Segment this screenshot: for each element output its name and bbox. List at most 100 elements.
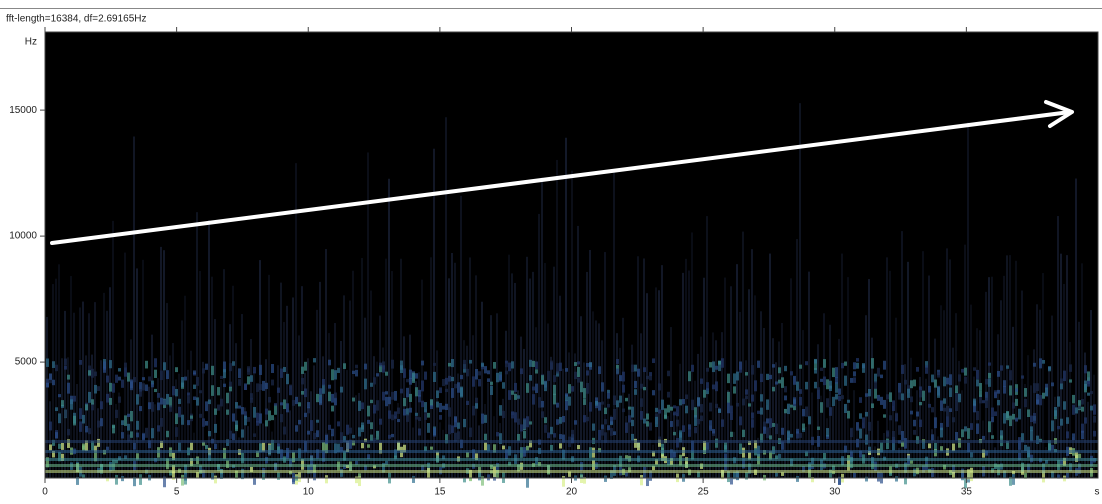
texture-blob xyxy=(511,361,514,369)
texture-blob xyxy=(316,449,319,459)
texture-blob xyxy=(385,391,388,395)
texture-streak xyxy=(466,345,468,478)
texture-blob xyxy=(679,399,682,406)
texture-blob xyxy=(166,370,169,380)
texture-streak xyxy=(997,334,999,478)
texture-streak xyxy=(490,315,492,478)
texture-blob xyxy=(382,391,385,401)
texture-blob xyxy=(757,410,760,414)
texture-blob xyxy=(400,388,403,394)
texture-blob xyxy=(235,402,238,409)
texture-band xyxy=(45,470,1098,473)
texture-blob xyxy=(1039,395,1042,406)
texture-blob xyxy=(760,433,763,443)
texture-streak xyxy=(250,339,252,478)
texture-streak xyxy=(337,444,339,478)
texture-blob xyxy=(925,361,928,368)
texture-blob xyxy=(814,358,817,364)
texture-blob xyxy=(1015,417,1018,422)
texture-blob xyxy=(199,413,202,418)
texture-streak xyxy=(709,430,711,478)
texture-blob xyxy=(484,414,487,423)
texture-blob xyxy=(94,451,97,462)
texture-blob xyxy=(835,382,838,393)
texture-streak xyxy=(172,343,174,478)
texture-streak xyxy=(166,303,168,478)
texture-blob xyxy=(334,443,337,454)
texture-blob xyxy=(565,393,568,397)
texture-blob xyxy=(775,381,778,385)
texture-streak xyxy=(70,276,72,478)
texture-blob xyxy=(121,432,124,439)
texture-blob xyxy=(805,451,808,457)
texture-blob xyxy=(124,367,127,377)
texture-blob xyxy=(289,385,292,396)
texture-blob xyxy=(1009,415,1012,427)
texture-blob xyxy=(745,389,748,395)
texture-blob xyxy=(898,382,901,393)
texture-blob xyxy=(253,407,256,418)
texture-blob xyxy=(661,399,664,410)
texture-blob xyxy=(280,402,283,406)
texture-blob xyxy=(1078,405,1081,410)
texture-streak xyxy=(169,355,171,478)
texture-blob xyxy=(1003,413,1006,424)
texture-blob xyxy=(55,407,58,412)
texture-streak xyxy=(1000,300,1002,478)
texture-blob xyxy=(406,387,409,398)
texture-blob xyxy=(490,464,493,470)
texture-blob xyxy=(637,368,640,377)
texture-streak xyxy=(538,213,540,478)
texture-streak xyxy=(745,360,747,478)
texture-blob xyxy=(271,415,274,421)
texture-blob xyxy=(826,428,829,437)
texture-blob xyxy=(139,382,142,392)
texture-blob xyxy=(697,471,700,478)
texture-blob xyxy=(148,376,151,382)
texture-streak xyxy=(1066,255,1068,478)
texture-blob xyxy=(745,395,748,400)
texture-blob xyxy=(160,418,163,427)
texture-blob xyxy=(652,451,655,457)
texture-blob xyxy=(58,443,61,449)
texture-blob xyxy=(583,415,586,423)
texture-blob xyxy=(283,426,286,435)
texture-blob xyxy=(673,451,676,458)
texture-blob xyxy=(325,475,328,484)
texture-streak xyxy=(574,353,576,478)
texture-blob xyxy=(541,400,544,408)
texture-blob xyxy=(901,393,904,401)
texture-blob xyxy=(535,361,538,369)
x-tick-label: 0 xyxy=(42,487,48,498)
texture-blob xyxy=(766,427,769,439)
texture-blob xyxy=(106,375,109,383)
texture-blob xyxy=(508,461,511,466)
texture-blob xyxy=(910,410,913,415)
texture-blob xyxy=(307,430,310,435)
spectrogram-texture xyxy=(45,103,1098,489)
texture-blob xyxy=(238,379,241,386)
texture-blob xyxy=(823,359,826,368)
texture-blob xyxy=(172,471,175,480)
texture-blob xyxy=(1045,383,1048,389)
texture-blob xyxy=(1060,459,1063,465)
texture-blob xyxy=(1057,425,1060,430)
texture-blob xyxy=(493,444,496,453)
texture-blob xyxy=(88,428,91,435)
texture-blob xyxy=(55,432,58,439)
texture-blob xyxy=(847,410,850,419)
texture-blob xyxy=(811,457,814,465)
texture-blob xyxy=(610,428,613,436)
texture-blob xyxy=(880,442,883,453)
texture-blob xyxy=(208,453,211,461)
texture-blob xyxy=(553,375,556,383)
texture-blob xyxy=(310,463,313,474)
x-tick-label: 5 xyxy=(174,487,180,498)
texture-blob xyxy=(349,439,352,449)
texture-streak xyxy=(442,429,444,478)
texture-blob xyxy=(1027,409,1030,418)
texture-blob xyxy=(136,432,139,438)
texture-blob xyxy=(604,419,607,425)
texture-blob xyxy=(721,419,724,427)
texture-blob xyxy=(580,381,583,393)
